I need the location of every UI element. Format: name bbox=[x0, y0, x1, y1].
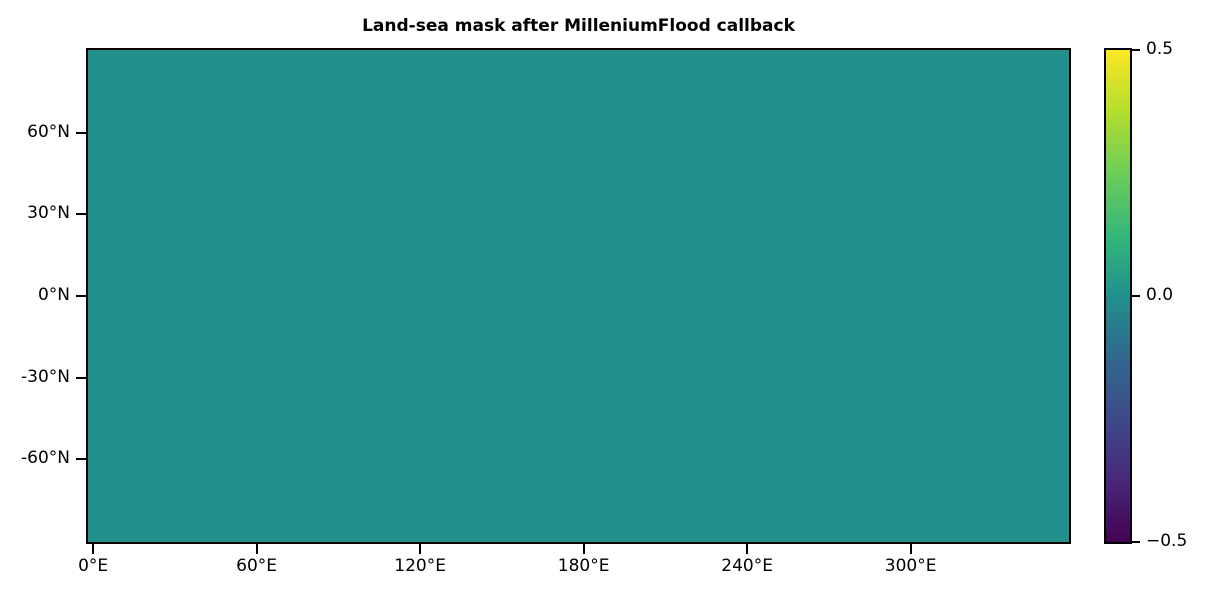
colorbar-tick-label: 0.0 bbox=[1146, 285, 1174, 305]
x-tick-mark bbox=[909, 544, 912, 554]
colorbar-tick-mark bbox=[1132, 295, 1140, 297]
y-tick-label: 60°N bbox=[27, 121, 70, 142]
y-tick-label: -30°N bbox=[21, 366, 70, 387]
y-tick-mark bbox=[76, 131, 86, 134]
x-tick-label: 240°E bbox=[721, 556, 773, 576]
x-tick-mark bbox=[92, 544, 95, 554]
colorbar-tick-mark bbox=[1132, 49, 1140, 51]
x-tick-label: 60°E bbox=[236, 556, 278, 576]
x-tick-mark bbox=[746, 544, 749, 554]
heatmap-plot-area bbox=[86, 48, 1071, 544]
y-tick-label: 0°N bbox=[37, 285, 70, 305]
colorbar-gradient bbox=[1104, 48, 1132, 544]
x-tick-label: 120°E bbox=[394, 556, 446, 576]
x-tick-mark bbox=[255, 544, 258, 554]
y-tick-label: 30°N bbox=[27, 203, 70, 224]
x-tick-label: 180°E bbox=[557, 556, 610, 576]
x-tick-mark bbox=[582, 544, 585, 554]
y-tick-label: -60°N bbox=[21, 448, 70, 469]
y-tick-mark bbox=[76, 295, 86, 297]
y-tick-mark bbox=[76, 376, 86, 379]
x-tick-mark bbox=[419, 544, 422, 554]
colorbar-tick-mark bbox=[1132, 541, 1140, 543]
chart-title: Land-sea mask after MilleniumFlood callb… bbox=[362, 16, 795, 36]
colorbar-tick-label: −0.5 bbox=[1146, 531, 1188, 551]
y-tick-mark bbox=[76, 458, 86, 461]
x-tick-label: 0°E bbox=[78, 556, 109, 576]
colorbar-tick-label: 0.5 bbox=[1146, 39, 1174, 59]
y-tick-mark bbox=[76, 213, 86, 216]
x-tick-label: 300°E bbox=[884, 556, 937, 576]
